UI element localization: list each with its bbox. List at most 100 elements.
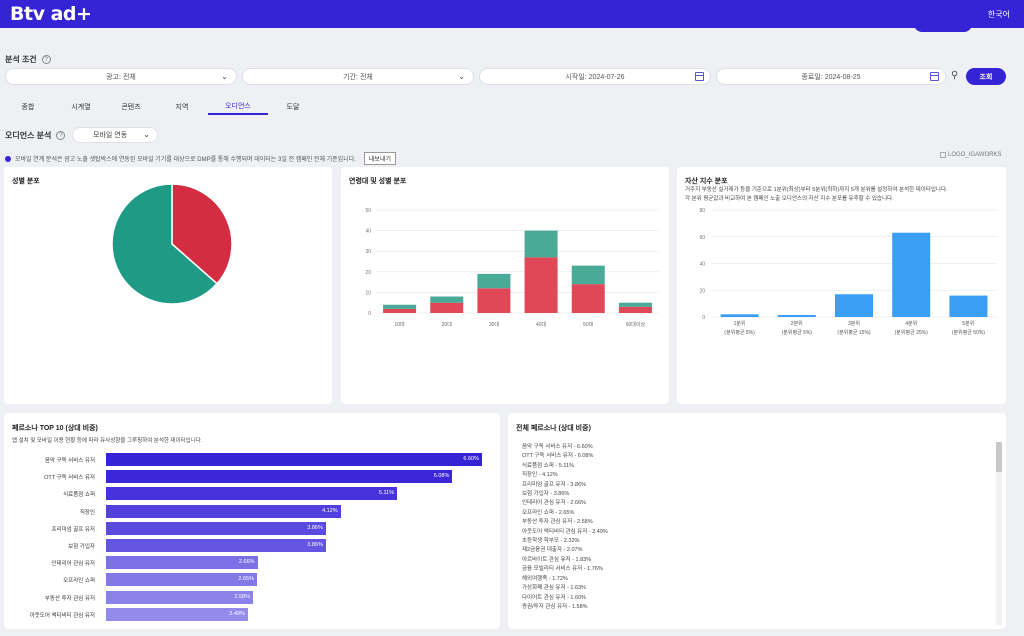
analysis-conditions-text: 분석 조건	[5, 55, 37, 64]
scrollbar[interactable]	[996, 442, 1002, 625]
card-title: 자산 지수 분포	[685, 178, 728, 185]
x-tick-label: 20대	[442, 321, 453, 328]
persona-bar[interactable]: 2.65%	[106, 573, 257, 587]
btv-logo[interactable]: Btv ad+	[10, 3, 92, 25]
persona-list-item: 다이어트 관심 유저 - 1.60%	[522, 594, 587, 601]
persona-bar[interactable]: 6.60%	[106, 453, 482, 466]
age-bar-segment[interactable]	[524, 230, 558, 258]
persona-bar-label: 보험 가입자	[68, 544, 95, 550]
all-persona-card: 전체 페르소나 (상대 비중) 음악 구독 서비스 유저 - 6.60% OTT …	[508, 413, 1006, 629]
help-icon[interactable]: ?	[56, 131, 66, 140]
age-bar-segment[interactable]	[430, 296, 464, 303]
search-button[interactable]: 조회	[966, 68, 1006, 85]
pie-slice-1[interactable]	[111, 183, 219, 305]
start-date-input[interactable]: 시작일: 2024-07-26	[479, 68, 711, 85]
end-date-input[interactable]: 종료일: 2024-08-25	[716, 68, 946, 85]
persona-bar-row: OTT 구독 서비스 유저 6.08%	[4, 470, 500, 484]
audience-select[interactable]: 모바일 연동 ⌄	[72, 127, 158, 143]
tab-reach[interactable]: 도달	[286, 103, 300, 111]
persona-bar[interactable]: 2.49%	[106, 607, 248, 621]
ad-filter-select[interactable]: 광고: 전체 ⌄	[5, 68, 237, 85]
y-tick-label: 20	[365, 270, 371, 276]
age-bar-segment[interactable]	[571, 284, 605, 313]
period-filter-select[interactable]: 기간: 전체 ⌄	[242, 68, 474, 85]
card-description: 각 분위 평균값과 비교하여 본 캠페인 노출 오디언스의 자산 지수 분포를 …	[685, 196, 894, 202]
calendar-icon[interactable]	[695, 72, 704, 81]
asset-bar-chart: 0 20 40 60 80 1분위 (분위평균 5%) 2분위 (분위평균 5%) 3분위 (분위평…	[699, 208, 997, 336]
tab-region[interactable]: 지역	[175, 103, 189, 111]
calendar-icon[interactable]	[930, 72, 939, 81]
tab-timeseries[interactable]: 시계열	[71, 103, 91, 111]
age-bar-segment[interactable]	[477, 288, 511, 313]
filter-icon[interactable]: ⚲	[951, 70, 959, 81]
help-icon[interactable]: ?	[41, 55, 51, 64]
age-bar-segment[interactable]	[618, 306, 652, 313]
persona-bar[interactable]: 2.66%	[106, 556, 258, 570]
persona-bar[interactable]: 3.86%	[106, 539, 326, 552]
asset-bar[interactable]	[949, 295, 988, 317]
asset-bar[interactable]	[720, 314, 759, 317]
age-bar-segment[interactable]	[618, 302, 652, 307]
tab-content[interactable]: 콘텐츠	[121, 103, 141, 111]
persona-bar-row: 직장인 4.12%	[4, 504, 500, 518]
x-tick-sublabel: (분위평균 5%)	[724, 329, 755, 336]
age-bar-segment[interactable]	[430, 302, 464, 313]
persona-bar-value: 2.58%	[234, 593, 250, 600]
pie-slice-0[interactable]	[171, 183, 233, 285]
persona-bar[interactable]: 5.11%	[106, 487, 398, 501]
persona-list-item: 증권/투자 관심 유저 - 1.58%	[522, 603, 588, 610]
y-tick-label: 80	[699, 208, 705, 214]
igaworks-logo: LOGO_IGAWORKS	[940, 152, 1001, 158]
audience-analysis-label: 오디언스 분석 ?	[5, 130, 66, 141]
persona-bar[interactable]: 4.12%	[106, 504, 341, 518]
igaworks-logo-alt: LOGO_IGAWORKS	[948, 152, 1002, 158]
asset-bar[interactable]	[777, 314, 816, 317]
scroll-thumb[interactable]	[996, 442, 1002, 472]
y-tick-label: 0	[368, 311, 371, 317]
persona-list-item: 프리미엄 골프 유저 - 3.86%	[522, 481, 587, 488]
tab-audience[interactable]: 오디언스	[208, 98, 268, 115]
persona-list-item: 식료품점 쇼퍼 - 5.11%	[522, 462, 574, 469]
asset-bar[interactable]	[835, 294, 873, 317]
asset-bar[interactable]	[892, 232, 931, 317]
persona-bar-row: 보험 가입자 3.86%	[4, 539, 500, 552]
chevron-down-icon: ⌄	[221, 72, 228, 81]
persona-bar-value: 6.08%	[433, 473, 450, 480]
tab-bar: 종합 시계열 콘텐츠 지역 오디언스 도달	[0, 98, 318, 116]
age-bar-segment[interactable]	[524, 257, 558, 313]
gender-distribution-card: 성별 분포	[4, 167, 332, 404]
card-description: 거주지 부동산 실거래가 등을 기준으로 1분위(최상)부터 5분위(최하)까지…	[685, 187, 948, 193]
gender-pie-chart	[111, 183, 233, 305]
card-title: 성별 분포	[12, 178, 40, 185]
x-tick-sublabel: (분위평균 50%)	[952, 329, 985, 336]
persona-list[interactable]: 음악 구독 서비스 유저 - 6.60% OTT 구독 서비스 유저 - 6.08…	[522, 443, 608, 612]
persona-list-item: 부동산 투자 관심 유저 - 2.58%	[522, 519, 593, 526]
persona-bar[interactable]: 2.58%	[106, 590, 253, 604]
persona-bar-label: 오프라인 쇼퍼	[63, 578, 95, 585]
persona-list-item: 해외여행족 - 1.72%	[522, 575, 568, 582]
persona-bar-label: 직장인	[79, 509, 95, 516]
age-bar-segment[interactable]	[383, 308, 417, 313]
age-bar-segment[interactable]	[383, 304, 417, 309]
tab-overview[interactable]: 종합	[21, 103, 35, 111]
age-bar-segment[interactable]	[571, 265, 605, 285]
export-button[interactable]: 내보내기	[363, 152, 396, 165]
language-selector[interactable]: 한국어	[987, 9, 1010, 19]
age-gender-card: 연령대 및 성별 분포 0 10 20 30 40 50 10대 20대 30대 40대 50대 60…	[341, 167, 669, 404]
top-action-button[interactable]	[914, 24, 972, 32]
x-tick-label: 4분위	[905, 320, 917, 327]
y-tick-label: 60	[699, 235, 705, 241]
persona-bar-value: 2.66%	[238, 559, 255, 566]
persona-list-item: 아르바이트 관심 유저 - 1.83%	[522, 556, 592, 563]
end-date-value: 종료일: 2024-08-25	[801, 73, 861, 81]
persona-bar[interactable]: 3.86%	[106, 521, 326, 535]
persona-bar[interactable]: 6.08%	[106, 470, 453, 484]
y-tick-label: 20	[699, 288, 705, 294]
persona-list-item: OTT 구독 서비스 유저 - 6.08%	[522, 453, 594, 460]
age-bar-segment[interactable]	[477, 273, 511, 289]
persona-list-item: 보험 가입자 - 3.86%	[522, 491, 570, 498]
x-tick-sublabel: (분위평균 25%)	[895, 329, 928, 336]
persona-list-item: 제2금융권 대출자 - 2.07%	[522, 547, 583, 554]
persona-bar-row: 인테리어 관심 유저 2.66%	[4, 556, 500, 570]
audience-analysis-text: 오디언스 분석	[5, 131, 52, 140]
